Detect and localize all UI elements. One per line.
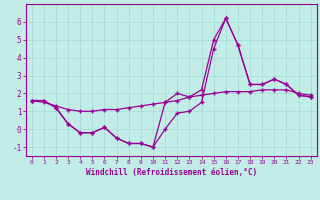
X-axis label: Windchill (Refroidissement éolien,°C): Windchill (Refroidissement éolien,°C) <box>86 168 257 177</box>
